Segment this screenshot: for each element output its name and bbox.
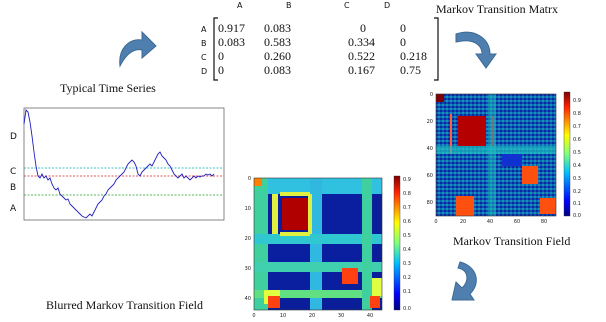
matrix-cell: 0.218	[400, 49, 427, 63]
mtf-x-tick: 20	[460, 219, 466, 225]
level-label-d: D	[10, 132, 17, 142]
matrix-cell: 0	[218, 49, 224, 63]
matrix-row-label: D	[201, 67, 208, 76]
mtf-x-tick: 80	[541, 219, 547, 225]
matrix-row-label: A	[201, 25, 207, 34]
blurred-colorbar-tick: 0.9	[403, 177, 411, 183]
blurred-x-tick: 30	[338, 313, 344, 319]
time-series-plot: D C B A	[10, 107, 225, 221]
matrix-cell: 0.583	[264, 35, 291, 49]
blurred-colorbar-tick: 0.2	[403, 275, 411, 281]
matrix-cell: 0	[400, 35, 406, 49]
level-label-a: A	[10, 204, 17, 214]
mtf-y-tick: 80	[427, 200, 433, 206]
matrix-cell: 0.167	[348, 63, 375, 77]
matrix-brackets	[213, 17, 439, 81]
time-series-line	[23, 109, 215, 219]
mtf-colorbar-tick: 0.2	[573, 189, 581, 195]
blurred-x-tick: 20	[309, 313, 315, 319]
mtf-x-tick: 40	[487, 219, 493, 225]
matrix-cell: 0.917	[218, 21, 245, 35]
blurred-colorbar-tick: 0.8	[403, 191, 411, 197]
curved-arrow-icon	[455, 31, 497, 69]
mtf-colorbar-tick: 0.7	[573, 124, 581, 130]
matrix-cell: 0.083	[264, 63, 291, 77]
blurred-colorbar-tick: 0.3	[403, 261, 411, 267]
blurred-y-tick: 10	[245, 206, 251, 212]
blurred-colorbar-tick: 0.5	[403, 233, 411, 239]
blurred-y-tick: 20	[245, 236, 251, 242]
time-series-title: Typical Time Series	[60, 81, 156, 95]
mtf-colorbar-tick: 0.3	[573, 176, 581, 182]
blurred-x-tick: 10	[280, 313, 286, 319]
blurred-colorbar-tick: 0.6	[403, 219, 411, 225]
blurred-y-tick: 30	[245, 266, 251, 272]
matrix-title: Markov Transition Matrx	[436, 2, 559, 16]
mtf-colorbar	[563, 91, 571, 217]
blurred-x-tick: 40	[367, 313, 373, 319]
matrix-col-label: A	[237, 1, 243, 10]
mtf-colorbar-tick: 0.0	[573, 213, 581, 219]
matrix-cell: 0.083	[218, 35, 245, 49]
matrix-cell: 0	[218, 63, 224, 77]
mtf-y-tick: 20	[427, 119, 433, 125]
curved-arrow-icon	[451, 261, 477, 301]
blurred-colorbar-tick: 0.0	[403, 306, 411, 312]
matrix-cell: 0.334	[348, 35, 375, 49]
blurred-mtf-title: Blurred Markov Transition Field	[46, 298, 204, 312]
matrix-cell: 0.260	[264, 49, 291, 63]
mtf-colorbar-tick: 0.8	[573, 111, 581, 117]
matrix-row-label: C	[201, 53, 207, 62]
matrix-cell: 0.522	[348, 49, 375, 63]
mtf-colorbar-tick: 0.1	[573, 201, 581, 207]
mtf-colorbar-tick: 0.4	[573, 163, 581, 169]
mtf-y-tick: 60	[427, 173, 433, 179]
blurred-colorbar-tick: 0.4	[403, 247, 411, 253]
level-label-c: C	[10, 167, 16, 177]
mtf-colorbar-tick: 0.6	[573, 137, 581, 143]
matrix-col-label: D	[384, 1, 391, 10]
blurred-colorbar-tick: 0.1	[403, 289, 411, 295]
matrix-col-label: C	[344, 1, 350, 10]
mtf-x-tick: 0	[434, 219, 437, 225]
blurred-y-tick: 0	[248, 176, 251, 182]
blurred-colorbar-tick: 0.7	[403, 205, 411, 211]
matrix-cell: 0	[400, 21, 406, 35]
matrix-row-label: B	[201, 39, 207, 48]
mtf-y-tick: 0	[430, 92, 433, 98]
mtf-x-tick: 60	[514, 219, 520, 225]
mtf-title: Markov Transition Field	[453, 234, 571, 248]
mtf-colorbar-tick: 0.5	[573, 150, 581, 156]
blurred-colorbar	[393, 175, 401, 311]
matrix-cell: 0.083	[264, 21, 291, 35]
curved-arrow-icon	[119, 30, 157, 68]
transition-matrix: A B C D A B C D 0.917 0.083 0 0 0.083 0.…	[196, 0, 446, 84]
mtf-colorbar-tick: 0.9	[573, 98, 581, 104]
mtf-heatmap: 0 20 40 60 80 0 20 40 60 80 0.9 0.8 0.7 …	[427, 91, 581, 225]
matrix-col-label: B	[286, 1, 292, 10]
blurred-y-tick: 40	[245, 296, 251, 302]
mtf-y-tick: 40	[427, 146, 433, 152]
level-label-b: B	[10, 183, 16, 193]
blurred-mtf-heatmap: 0 10 20 30 40 0 10 20 30 40 0.9 0.8 0.7 …	[245, 175, 411, 319]
blurred-x-tick: 0	[252, 313, 255, 319]
matrix-cell: 0	[360, 21, 366, 35]
matrix-cell: 0.75	[400, 63, 421, 77]
